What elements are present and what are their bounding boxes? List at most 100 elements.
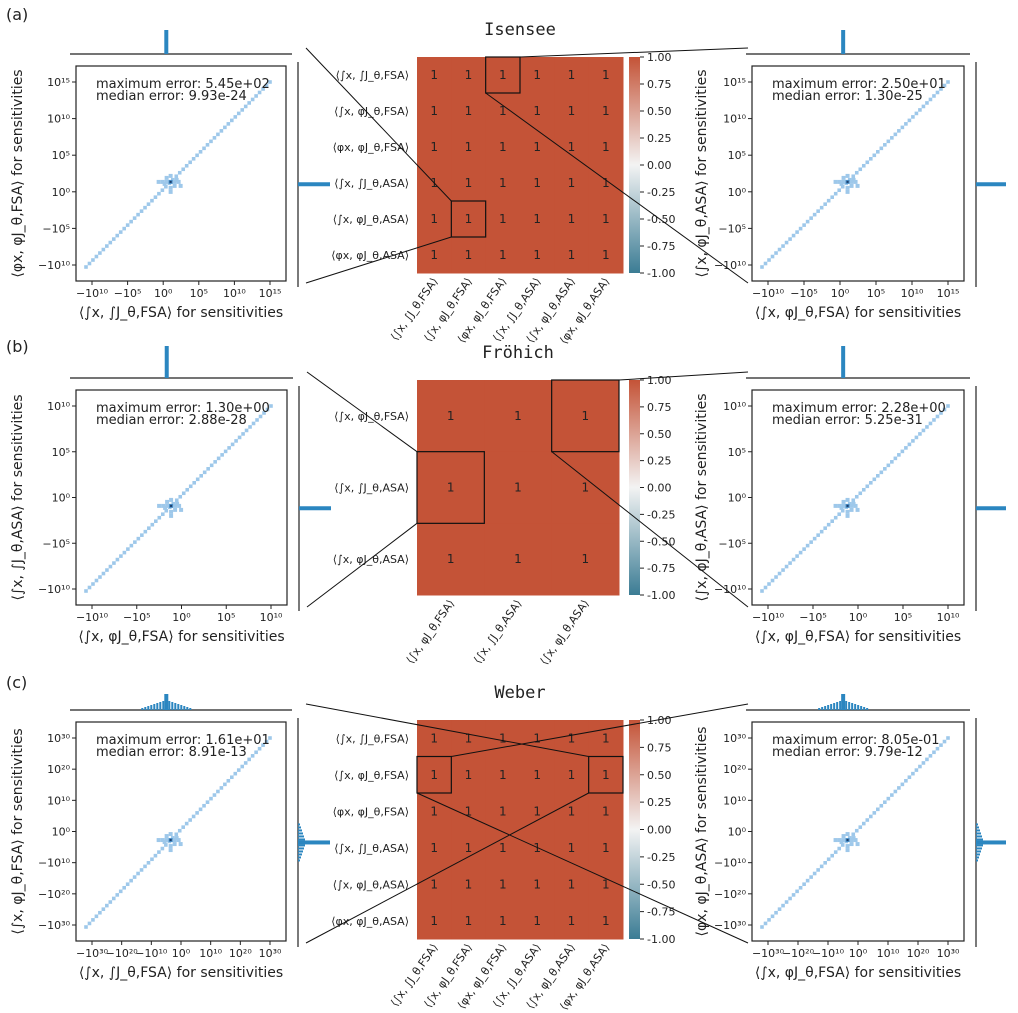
scatter-point [893,456,898,461]
scatter-point [150,198,154,203]
x-tick-label: −10²⁰ [106,947,139,960]
scatter-point [212,793,217,797]
scatter-point [98,575,102,579]
colorbar [629,380,640,595]
heatmap-cell [554,57,590,94]
scatter-point [921,428,926,433]
scatter-point [255,418,259,422]
scatter-point [153,853,158,858]
heatmap-cell-value: 1 [465,841,473,855]
heatmap-cell [520,720,555,757]
hist-top-bar [164,346,169,378]
scatter-point [118,230,123,234]
scatter-point [178,842,183,847]
scatter-point [798,885,803,890]
scatter-point [230,442,235,447]
scatter-point [101,907,106,911]
scatter-point [164,508,169,513]
panel-label: (a) [6,5,28,24]
scatter-point [760,925,764,929]
scatter-point [767,582,771,586]
heatmap-cell-value: 1 [514,409,522,423]
scatter-point [932,418,936,422]
x-tick-label: 10²⁰ [907,947,930,960]
heatmap-cell [451,237,487,274]
scatter-point [816,868,820,872]
heatmap-cell [588,793,624,830]
scatter-point [195,153,199,158]
scatter-point [122,226,126,231]
scatter-point [212,136,217,140]
x-tick-label: −10⁵ [799,611,827,624]
colorbar-tick-label: 0.75 [647,78,672,91]
scatter-point [900,782,905,787]
heatmap-cell [485,902,521,940]
heatmap-cell [484,451,553,524]
heatmap-cell-value: 1 [568,212,576,226]
scatter-point [784,900,789,904]
scatter-point [132,216,137,220]
scatter-point [939,87,943,91]
heatmap-cell [588,129,624,166]
heatmap-cell-value: 1 [430,914,438,928]
scatter-point [858,491,863,496]
scatter-point [946,80,950,84]
scatter-point [172,842,177,847]
scatter-point [184,163,189,168]
scatter-point [791,233,796,238]
heatmap-cell-value: 1 [465,68,473,82]
scatter-point [823,526,827,530]
heatmap-cell [485,866,521,903]
heatmap-cell [588,57,624,94]
scatter-point-dense [846,180,849,183]
heatmap-row-label: ⟨φx, φJ_θ,FSA⟩ [333,805,409,818]
scatter-point [851,174,856,179]
scatter-point [226,122,231,126]
scatter-point [160,188,165,193]
scatter-point [812,536,817,541]
scatter-point [833,838,838,843]
heatmap-cell [588,866,624,903]
scatter-point [833,191,838,196]
y-tick-label: −10¹⁰ [714,259,747,272]
heatmap-cell-value: 1 [602,841,610,855]
hist-top-bar [851,703,854,710]
scatter-point [250,97,255,102]
heatmap-col-label: ⟨∫x, φJ_θ,ASA⟩ [537,597,591,667]
colorbar-tick-label: -1.00 [647,933,675,946]
scatter-point-dense [169,180,172,183]
hist-right-bar [298,823,300,826]
heatmap-cell [485,57,521,94]
heatmap-cell [520,866,555,903]
hist-right-bar [298,853,302,856]
hist-top-bar [159,702,162,710]
scatter-point [136,212,140,217]
scatter-point [833,179,838,184]
scatter-point [91,918,95,922]
heatmap-cell-value: 1 [465,212,473,226]
heatmap-cell-value: 1 [533,68,541,82]
hist-top-bar [866,708,869,710]
scatter-point [247,757,251,762]
x-tick-label: −10⁵ [790,287,818,300]
scatter-point [157,191,161,196]
heatmap-cell-value: 1 [430,68,438,82]
scatter-point [195,477,200,482]
x-axis-label: ⟨∫x, ∫J_θ,FSA⟩ for sensitivities [79,305,283,321]
scatter-point [845,185,850,190]
heatmap-cell-value: 1 [499,877,507,891]
x-axis-label: ⟨∫x, φJ_θ,FSA⟩ for sensitivities [755,629,961,645]
scatter-point [143,205,147,210]
hist-top-bar [183,706,186,710]
scatter-point [798,550,803,555]
scatter-point [781,244,785,248]
y-tick-label: −10⁵ [718,222,746,235]
panel-a: (a)111111111111111111111111111111111111⟨… [6,5,1006,346]
heatmap-cell-value: 1 [430,212,438,226]
heatmap-cell-value: 1 [602,68,610,82]
zoom-connector [618,371,749,381]
heatmap-col-label: ⟨∫x, ∫J_θ,ASA⟩ [471,597,525,666]
x-tick-label: 10¹⁰ [223,287,246,300]
y-tick-label: −10³⁰ [38,919,71,932]
y-tick-label: 10³⁰ [723,732,746,745]
